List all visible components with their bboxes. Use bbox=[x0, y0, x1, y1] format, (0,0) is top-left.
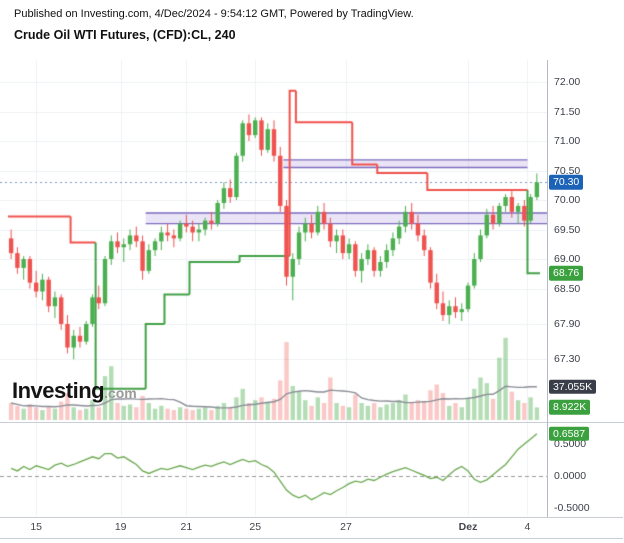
chart-plot-canvas[interactable] bbox=[0, 60, 547, 517]
price-axis-border bbox=[547, 60, 548, 538]
volume-badge: 8.922K bbox=[549, 400, 591, 415]
chart-area: Investing.com 72.00 71.50 71.00 70.50 70.00 6… bbox=[0, 60, 624, 543]
oscillator-tick: -0.5000 bbox=[554, 501, 590, 514]
time-axis-label: 4 bbox=[524, 521, 531, 533]
price-tick: 69.50 bbox=[554, 223, 581, 236]
header: Published on Investing.com, 4/Dec/2024 -… bbox=[0, 0, 624, 42]
watermark-brand: Investing bbox=[12, 378, 105, 403]
time-axis[interactable]: 15 19 21 25 27 Dez 4 bbox=[0, 517, 623, 539]
price-tick: 67.30 bbox=[554, 353, 581, 366]
price-tick: 72.00 bbox=[554, 75, 581, 88]
published-line: Published on Investing.com, 4/Dec/2024 -… bbox=[14, 8, 414, 20]
investing-watermark: Investing.com bbox=[12, 378, 137, 404]
supertrend-value-badge: 68.76 bbox=[549, 265, 584, 281]
oscillator-tick: 0.0000 bbox=[554, 469, 587, 482]
pane-separator-oscillator bbox=[0, 422, 624, 423]
price-tick: 70.50 bbox=[554, 164, 581, 177]
watermark-suffix: .com bbox=[104, 385, 137, 401]
time-axis-label: 21 bbox=[180, 521, 193, 533]
price-axis[interactable]: 72.00 71.50 71.00 70.50 70.00 69.50 69.00 68.50… bbox=[548, 60, 624, 538]
time-axis-label: Dez bbox=[458, 521, 478, 533]
chart-title: Crude Oil WTI Futures, (CFD):CL, 240 bbox=[14, 28, 236, 42]
price-tick: 67.90 bbox=[554, 317, 581, 330]
price-tick: 68.50 bbox=[554, 282, 581, 295]
volume-ma-badge: 37.055K bbox=[549, 379, 597, 394]
price-tick: 71.50 bbox=[554, 105, 581, 118]
last-price-badge: 70.30 bbox=[549, 175, 584, 190]
time-axis-label: 15 bbox=[30, 521, 42, 533]
oscillator-badge: 0.6587 bbox=[549, 426, 590, 442]
price-tick: 69.00 bbox=[554, 252, 581, 265]
price-tick: 71.00 bbox=[554, 134, 581, 147]
oscillator-tick: 0.5000 bbox=[554, 437, 587, 450]
time-axis-label: 19 bbox=[114, 521, 127, 533]
time-axis-label: 25 bbox=[249, 521, 262, 533]
price-tick: 70.00 bbox=[554, 193, 581, 206]
time-axis-label: 27 bbox=[340, 521, 352, 533]
